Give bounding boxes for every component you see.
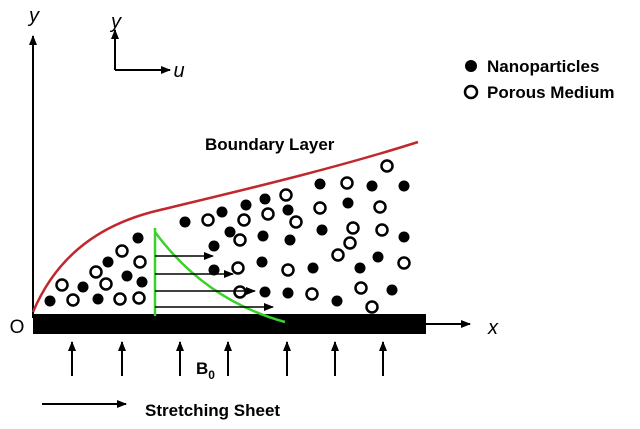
nanoparticle — [398, 231, 410, 243]
porous-medium — [89, 265, 103, 279]
porous-medium — [331, 248, 345, 262]
porous-medium — [237, 213, 251, 227]
porous-medium — [346, 221, 360, 235]
porous-medium — [99, 277, 113, 291]
porous-medium — [313, 201, 327, 215]
porous-medium — [133, 255, 147, 269]
nanoparticle — [282, 287, 294, 299]
nanoparticle — [121, 270, 133, 282]
porous-medium — [279, 188, 293, 202]
porous-medium — [365, 300, 379, 314]
nanoparticle — [282, 204, 294, 216]
porous-medium — [233, 285, 247, 299]
nanoparticle — [354, 262, 366, 274]
nanoparticle — [307, 262, 319, 274]
magnetic-field-arrows — [68, 341, 387, 376]
nanoparticle — [398, 180, 410, 192]
nanoparticle — [102, 256, 114, 268]
nanoparticle — [366, 180, 378, 192]
nanoparticle — [314, 178, 326, 190]
sheet-label: Stretching Sheet — [145, 401, 280, 420]
nanoparticle — [44, 295, 56, 307]
porous-medium — [380, 159, 394, 173]
field-label: B0 — [196, 359, 215, 382]
porous-medium — [132, 291, 146, 305]
nanoparticle — [216, 206, 228, 218]
porous-medium — [354, 281, 368, 295]
nanoparticle — [224, 226, 236, 238]
nanoparticle — [342, 197, 354, 209]
nanoparticle — [316, 224, 328, 236]
boundary-layer-label: Boundary Layer — [205, 135, 335, 154]
y-axis-label: y — [27, 5, 40, 27]
nanoparticle — [92, 293, 104, 305]
porous-medium — [281, 263, 295, 277]
stretching-sheet — [33, 314, 426, 334]
porous-medium — [305, 287, 319, 301]
nanoparticle — [386, 284, 398, 296]
porous-medium — [55, 278, 69, 292]
legend-hollow-label: Porous Medium — [487, 83, 615, 102]
porous-medium — [231, 261, 245, 275]
nanoparticle — [179, 216, 191, 228]
nanoparticle — [259, 193, 271, 205]
nanoparticle — [284, 234, 296, 246]
porous-medium — [113, 292, 127, 306]
porous-medium — [233, 233, 247, 247]
porous-medium — [201, 213, 215, 227]
porous-medium — [115, 244, 129, 258]
nanoparticle — [240, 199, 252, 211]
inset-x-label: u — [173, 60, 184, 82]
nanoparticle — [208, 240, 220, 252]
porous-medium — [373, 200, 387, 214]
porous-medium — [375, 223, 389, 237]
boundary-layer-curve — [31, 140, 419, 313]
legend-filled-marker — [465, 60, 477, 72]
nanoparticle — [259, 286, 271, 298]
nanoparticle — [77, 281, 89, 293]
origin-label: O — [10, 317, 25, 338]
nanoparticle — [208, 264, 220, 276]
nanoparticle — [372, 251, 384, 263]
porous-medium — [397, 256, 411, 270]
nanoparticle — [256, 256, 268, 268]
particles — [44, 159, 411, 314]
nanoparticle — [257, 230, 269, 242]
nanoparticle — [132, 232, 144, 244]
nanoparticle — [331, 295, 343, 307]
porous-medium — [66, 293, 80, 307]
porous-medium — [343, 236, 357, 250]
porous-medium — [289, 215, 303, 229]
velocity-profile — [153, 231, 286, 324]
porous-medium — [340, 176, 354, 190]
inset-y-label: y — [109, 11, 122, 33]
x-axis-label: x — [487, 317, 499, 339]
legend-filled-label: Nanoparticles — [487, 57, 599, 76]
porous-medium — [261, 207, 275, 221]
nanoparticle — [136, 276, 148, 288]
legend-hollow-marker — [463, 84, 479, 100]
